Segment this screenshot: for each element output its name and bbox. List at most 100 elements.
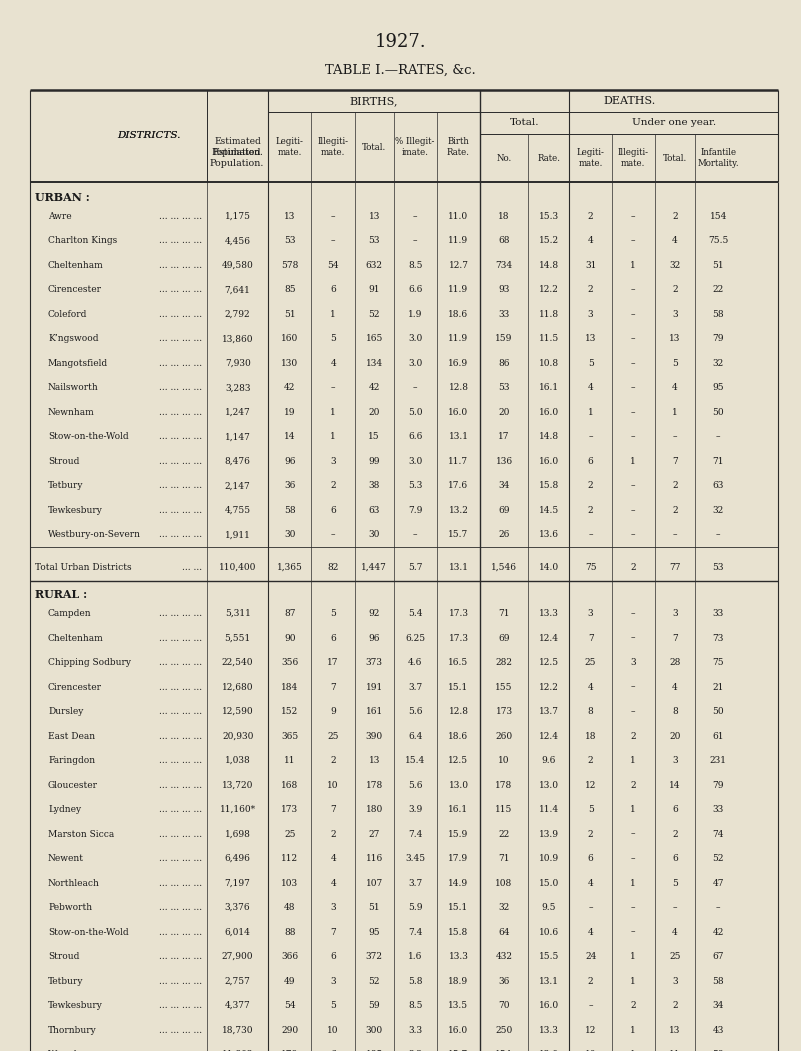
Text: 16.1: 16.1 [449, 805, 469, 815]
Text: 54: 54 [284, 1002, 296, 1010]
Text: 366: 366 [281, 952, 299, 962]
Text: 3.9: 3.9 [408, 805, 422, 815]
Text: 17.9: 17.9 [449, 854, 469, 863]
Text: 13.7: 13.7 [539, 707, 558, 716]
Text: 6.4: 6.4 [408, 731, 422, 741]
Text: Tewkesbury: Tewkesbury [48, 1002, 103, 1010]
Text: 1,447: 1,447 [361, 562, 387, 572]
Text: 31: 31 [585, 261, 597, 270]
Text: 75.5: 75.5 [708, 236, 728, 245]
Text: ... ... ... ...: ... ... ... ... [159, 211, 202, 221]
Text: 2: 2 [330, 756, 336, 765]
Text: Total.: Total. [362, 143, 386, 151]
Text: 13.2: 13.2 [449, 506, 469, 515]
Text: 15: 15 [368, 432, 380, 441]
Text: 4,456: 4,456 [224, 236, 251, 245]
Text: 79: 79 [713, 781, 724, 789]
Text: Infantile
Mortality.: Infantile Mortality. [698, 148, 739, 168]
Text: –: – [631, 236, 635, 245]
Text: –: – [631, 928, 635, 936]
Text: –: – [589, 903, 593, 912]
Text: 30: 30 [284, 531, 296, 539]
Text: 1.9: 1.9 [408, 310, 422, 318]
Text: 1,175: 1,175 [224, 211, 251, 221]
Text: 13.3: 13.3 [539, 610, 558, 618]
Text: 178: 178 [365, 781, 383, 789]
Text: 7: 7 [588, 634, 594, 642]
Text: 4: 4 [672, 236, 678, 245]
Text: 27,900: 27,900 [222, 952, 253, 962]
Text: 15.8: 15.8 [449, 928, 469, 936]
Text: Stroud: Stroud [48, 457, 79, 466]
Text: 1: 1 [630, 952, 636, 962]
Text: 14.9: 14.9 [449, 879, 469, 888]
Text: ... ... ... ...: ... ... ... ... [159, 1026, 202, 1034]
Text: 231: 231 [710, 756, 727, 765]
Text: 178: 178 [496, 781, 513, 789]
Text: 6.6: 6.6 [408, 285, 422, 294]
Text: 33: 33 [713, 610, 724, 618]
Text: –: – [413, 236, 417, 245]
Text: 13.0: 13.0 [449, 781, 469, 789]
Text: URBAN :: URBAN : [35, 192, 90, 203]
Text: 13: 13 [670, 1026, 681, 1034]
Text: Tetbury: Tetbury [48, 976, 83, 986]
Text: 9.6: 9.6 [541, 756, 556, 765]
Text: ... ... ... ...: ... ... ... ... [159, 829, 202, 839]
Text: Estimated
Population.: Estimated Population. [210, 148, 264, 168]
Text: 10.8: 10.8 [538, 358, 559, 368]
Text: 6: 6 [330, 506, 336, 515]
Text: 1: 1 [630, 457, 636, 466]
Text: 17.3: 17.3 [449, 634, 469, 642]
Text: 191: 191 [365, 683, 383, 692]
Text: 42: 42 [713, 928, 724, 936]
Text: Campden: Campden [48, 610, 91, 618]
Text: 16.0: 16.0 [538, 457, 559, 466]
Text: 173: 173 [281, 805, 299, 815]
Text: 6: 6 [672, 854, 678, 863]
Text: –: – [331, 531, 336, 539]
Text: 20,930: 20,930 [222, 731, 253, 741]
Text: 74: 74 [713, 829, 724, 839]
Text: 71: 71 [498, 854, 509, 863]
Text: RURAL :: RURAL : [35, 590, 87, 600]
Text: Cirencester: Cirencester [48, 683, 102, 692]
Text: 82: 82 [328, 562, 339, 572]
Text: 390: 390 [365, 731, 383, 741]
Text: 4: 4 [588, 879, 594, 888]
Text: 48: 48 [284, 903, 296, 912]
Text: Pebworth: Pebworth [48, 903, 92, 912]
Text: 1,911: 1,911 [225, 531, 251, 539]
Text: 4: 4 [672, 683, 678, 692]
Text: 38: 38 [368, 481, 380, 490]
Text: 13.1: 13.1 [449, 432, 469, 441]
Text: –: – [631, 432, 635, 441]
Text: –: – [331, 211, 336, 221]
Text: ... ... ... ...: ... ... ... ... [159, 408, 202, 417]
Text: 3: 3 [588, 610, 594, 618]
Text: 13,860: 13,860 [222, 334, 253, 344]
Text: 3: 3 [672, 610, 678, 618]
Text: –: – [631, 384, 635, 392]
Text: 2: 2 [588, 481, 594, 490]
Text: 11.8: 11.8 [538, 310, 559, 318]
Text: Total.: Total. [510, 119, 540, 127]
Text: ... ... ... ...: ... ... ... ... [159, 531, 202, 539]
Text: 13: 13 [368, 756, 380, 765]
Text: 14: 14 [284, 432, 296, 441]
Text: –: – [631, 634, 635, 642]
Text: –: – [413, 384, 417, 392]
Text: 632: 632 [365, 261, 383, 270]
Text: 16.9: 16.9 [449, 358, 469, 368]
Text: 3.45: 3.45 [405, 854, 425, 863]
Text: –: – [589, 531, 593, 539]
Text: –: – [631, 408, 635, 417]
Text: –: – [589, 432, 593, 441]
Text: 7: 7 [330, 683, 336, 692]
Text: 15.1: 15.1 [449, 683, 469, 692]
Text: ... ... ... ...: ... ... ... ... [159, 358, 202, 368]
Text: 6.6: 6.6 [408, 432, 422, 441]
Text: 18: 18 [585, 731, 597, 741]
Text: Mangotsfield: Mangotsfield [48, 358, 108, 368]
Text: ... ... ... ...: ... ... ... ... [159, 432, 202, 441]
